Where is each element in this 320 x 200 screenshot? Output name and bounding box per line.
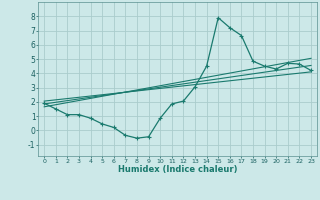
X-axis label: Humidex (Indice chaleur): Humidex (Indice chaleur): [118, 165, 237, 174]
